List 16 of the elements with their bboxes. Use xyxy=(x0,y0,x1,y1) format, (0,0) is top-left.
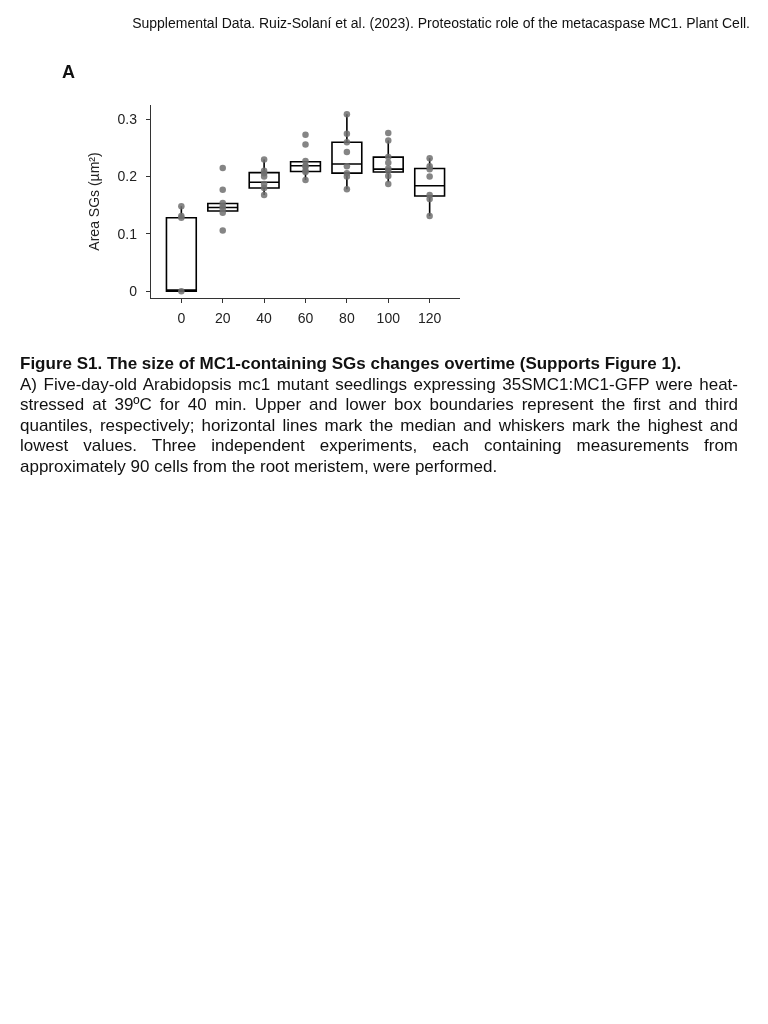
text: Supplemental Data. Ruiz-Solaní et al. (2023). Proteostatic role of the metacaspase MC1. Plant Cell. xyxy=(132,15,750,31)
text: A) Five-day-old Arabidopsis mc1 mutant seedlings expressing 35SMC1:MC1-GFP were heat-stressed at 39ºC for 40 min. Upper and lower box boundaries represent the first and third quantiles, respectively; horizontal lines mark the median and whiskers mark the highest and lowest values. Three independent experiments, each containing measurements from approximately 90 cells from the root meristem, were performed. xyxy=(20,374,738,477)
y-tick-label: 0.2 xyxy=(117,168,138,185)
caption: Figure S1. The size of MC1-containing SGs changes overtime (Supports Figure 1). xyxy=(20,354,683,375)
x-tick-label: 100 xyxy=(376,310,401,326)
x-tick-label: 60 xyxy=(297,310,314,326)
x-tick-label: 0 xyxy=(177,310,186,326)
x-tick-label: 20 xyxy=(214,310,231,326)
y-axis-title: Area SGs (µm²) xyxy=(86,152,103,251)
y-tick-label: 0.3 xyxy=(117,111,138,128)
text: A xyxy=(62,62,75,83)
x-tick-label: 40 xyxy=(256,310,273,326)
y-tick-label: 0.1 xyxy=(117,225,138,242)
x-tick-label: 80 xyxy=(339,310,355,326)
y-tick-label: 0 xyxy=(129,283,138,300)
x-tick-label: 120 xyxy=(417,310,442,326)
